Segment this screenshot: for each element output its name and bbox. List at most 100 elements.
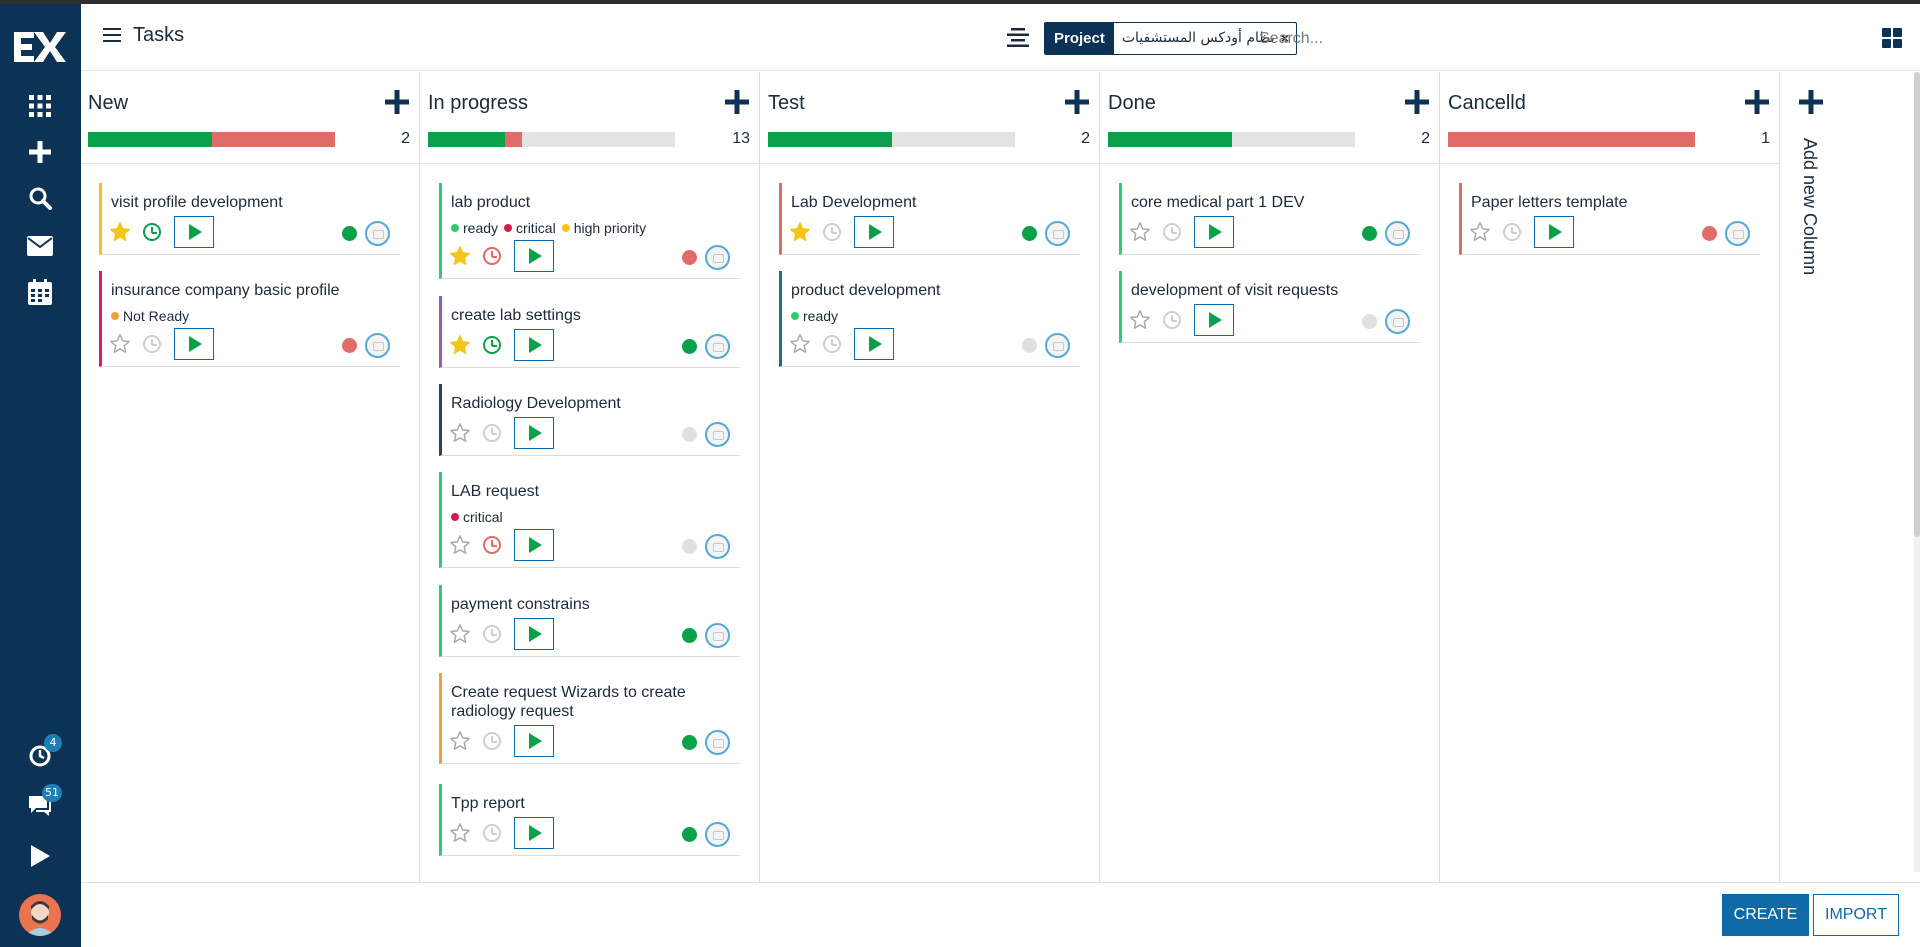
start-timer-button[interactable] (514, 618, 554, 650)
assignee-avatar[interactable] (1725, 221, 1750, 246)
assignee-avatar[interactable] (705, 422, 730, 447)
kanban-state-dot[interactable] (682, 339, 697, 354)
task-card[interactable]: development of visit requests (1119, 271, 1420, 343)
card-title[interactable]: Radiology Development (451, 395, 621, 412)
filter-toggle-icon[interactable] (1007, 28, 1029, 48)
start-timer-button[interactable] (514, 240, 554, 272)
task-card[interactable]: LAB request critical (439, 472, 740, 568)
kanban-state-dot[interactable] (1022, 338, 1037, 353)
start-timer-button[interactable] (514, 417, 554, 449)
kanban-view-icon[interactable] (1882, 28, 1902, 48)
kanban-state-dot[interactable] (682, 827, 697, 842)
priority-star-icon[interactable] (449, 534, 471, 556)
start-timer-button[interactable] (854, 328, 894, 360)
kanban-state-dot[interactable] (1702, 226, 1717, 241)
start-timer-button[interactable] (1534, 216, 1574, 248)
deadline-clock-icon[interactable] (483, 625, 501, 643)
kanban-state-dot[interactable] (1022, 226, 1037, 241)
deadline-clock-icon[interactable] (483, 247, 501, 265)
task-card[interactable]: Paper letters template (1459, 183, 1760, 255)
kanban-state-dot[interactable] (1362, 226, 1377, 241)
card-title[interactable]: lab product (451, 194, 531, 211)
assignee-avatar[interactable] (705, 730, 730, 755)
card-title[interactable]: Tpp report (451, 795, 525, 812)
card-title[interactable]: Paper letters template (1471, 194, 1628, 211)
column-add-plus-icon[interactable] (385, 90, 409, 114)
add-column-label[interactable]: Add new Column (1800, 138, 1820, 276)
assignee-avatar[interactable] (705, 245, 730, 270)
priority-star-icon[interactable] (789, 221, 811, 243)
mail-icon[interactable] (22, 228, 58, 264)
deadline-clock-icon[interactable] (1503, 223, 1521, 241)
priority-star-icon[interactable] (449, 422, 471, 444)
assignee-avatar[interactable] (365, 333, 390, 358)
app-logo-icon[interactable] (12, 24, 68, 70)
card-title[interactable]: visit profile development (111, 194, 283, 211)
priority-star-icon[interactable] (449, 245, 471, 267)
task-card[interactable]: create lab settings (439, 296, 740, 368)
apps-grid-icon[interactable] (22, 88, 58, 124)
priority-star-icon[interactable] (1129, 221, 1151, 243)
column-progress-bar[interactable] (768, 132, 1015, 147)
assignee-avatar[interactable] (705, 623, 730, 648)
chat-icon[interactable]: 51 (22, 784, 62, 824)
assignee-avatar[interactable] (365, 221, 390, 246)
card-title[interactable]: core medical part 1 DEV (1131, 194, 1305, 211)
start-timer-button[interactable] (514, 817, 554, 849)
deadline-clock-icon[interactable] (483, 732, 501, 750)
card-title[interactable]: product development (791, 282, 941, 299)
start-timer-button[interactable] (514, 529, 554, 561)
deadline-clock-icon[interactable] (823, 223, 841, 241)
task-card[interactable]: insurance company basic profile Not Ready (99, 271, 400, 367)
assignee-avatar[interactable] (1045, 221, 1070, 246)
kanban-state-dot[interactable] (342, 338, 357, 353)
deadline-clock-icon[interactable] (823, 335, 841, 353)
column-add-plus-icon[interactable] (1745, 90, 1769, 114)
kanban-state-dot[interactable] (682, 628, 697, 643)
search-input[interactable] (1259, 24, 1579, 54)
task-card[interactable]: Radiology Development (439, 384, 740, 456)
kanban-state-dot[interactable] (682, 250, 697, 265)
card-title[interactable]: insurance company basic profile (111, 282, 340, 299)
card-title[interactable]: Create request Wizards to create radiolo… (451, 684, 686, 720)
board-scrollbar[interactable] (1914, 72, 1920, 872)
deadline-clock-icon[interactable] (483, 824, 501, 842)
deadline-clock-icon[interactable] (483, 336, 501, 354)
kanban-state-dot[interactable] (682, 427, 697, 442)
task-card[interactable]: Lab Development (779, 183, 1080, 255)
assignee-avatar[interactable] (705, 534, 730, 559)
hamburger-menu-icon[interactable] (103, 28, 121, 44)
start-timer-button[interactable] (1194, 216, 1234, 248)
start-timer-button[interactable] (1194, 304, 1234, 336)
column-progress-bar[interactable] (428, 132, 675, 147)
priority-star-icon[interactable] (109, 221, 131, 243)
card-title[interactable]: LAB request (451, 483, 540, 500)
priority-star-icon[interactable] (109, 333, 131, 355)
priority-star-icon[interactable] (449, 822, 471, 844)
column-add-plus-icon[interactable] (1065, 90, 1089, 114)
priority-star-icon[interactable] (449, 623, 471, 645)
priority-star-icon[interactable] (789, 333, 811, 355)
card-title[interactable]: payment constrains (451, 596, 590, 613)
column-title[interactable]: Cancelld (1448, 92, 1526, 114)
priority-star-icon[interactable] (1129, 309, 1151, 331)
card-title[interactable]: development of visit requests (1131, 282, 1339, 299)
deadline-clock-icon[interactable] (483, 536, 501, 554)
column-add-plus-icon[interactable] (725, 90, 749, 114)
task-card[interactable]: core medical part 1 DEV (1119, 183, 1420, 255)
scrollbar-thumb[interactable] (1914, 72, 1920, 537)
column-title[interactable]: Done (1108, 92, 1156, 114)
task-card[interactable]: payment constrains (439, 585, 740, 657)
start-timer-button[interactable] (174, 328, 214, 360)
kanban-state-dot[interactable] (682, 735, 697, 750)
activity-icon[interactable]: 4 (22, 734, 62, 774)
assignee-avatar[interactable] (705, 822, 730, 847)
priority-star-icon[interactable] (449, 730, 471, 752)
deadline-clock-icon[interactable] (1163, 223, 1181, 241)
assignee-avatar[interactable] (1045, 333, 1070, 358)
calendar-icon[interactable] (22, 274, 58, 310)
kanban-state-dot[interactable] (342, 226, 357, 241)
column-progress-bar[interactable] (1448, 132, 1695, 147)
priority-star-icon[interactable] (449, 334, 471, 356)
column-add-plus-icon[interactable] (1405, 90, 1429, 114)
